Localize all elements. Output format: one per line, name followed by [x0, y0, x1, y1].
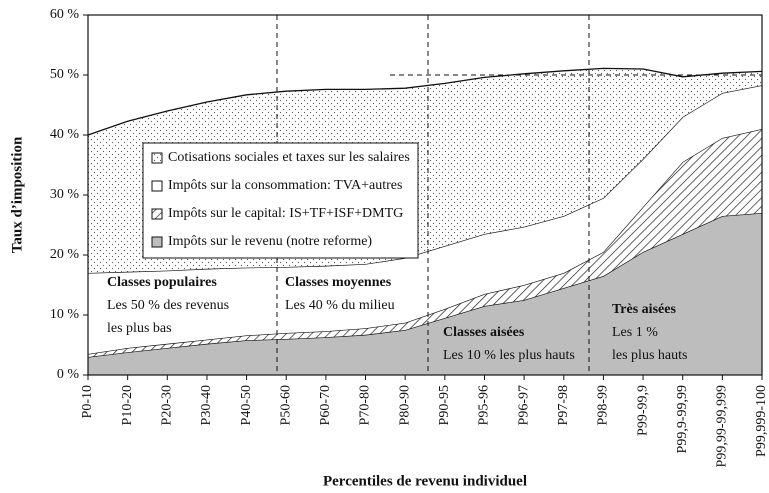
area [88, 85, 762, 354]
annotation-text: Les 1 % [612, 325, 658, 340]
annotation-text: les plus bas [107, 321, 172, 336]
y-tick-label: 10 % [50, 307, 80, 322]
x-tick-label: P20-30 [160, 385, 175, 425]
x-tick-label: P70-80 [358, 385, 373, 425]
annotation-title: Classes aisées [443, 325, 525, 340]
x-tick-label: P50-60 [278, 385, 293, 425]
x-axis-title: Percentiles de revenu individuel [323, 473, 527, 489]
x-tick-label: P30-40 [199, 385, 214, 425]
x-tick-label: P99-99,9 [635, 385, 650, 436]
legend-swatch [151, 208, 163, 220]
annotation-title: Classes populaires [107, 275, 217, 290]
x-tick-label: P95-96 [477, 385, 492, 425]
area [88, 129, 762, 357]
area [88, 213, 762, 375]
y-tick-label: 30 % [50, 187, 80, 202]
legend-label: Impôts sur la consommation: TVA+autres [168, 178, 402, 193]
y-tick-label: 0 % [57, 367, 80, 382]
x-tick-label: P0-10 [80, 385, 95, 418]
annotation-text: Les 40 % du milieu [285, 298, 395, 313]
area-edge [87, 67, 763, 136]
legend-box [142, 142, 419, 259]
legend-label: Impôts sur le capital: IS+TF+ISF+DMTG [168, 206, 403, 221]
legend-swatch [151, 236, 163, 248]
y-axis-title: Taux d’imposition [9, 136, 25, 253]
legend-label: Cotisations sociales et taxes sur les sa… [168, 150, 410, 165]
legend-swatch [151, 180, 163, 192]
x-tick-label: P80-90 [397, 385, 412, 425]
x-tick-label: P10-20 [120, 385, 135, 425]
annotation-text: Les 10 % les plus hauts [443, 348, 575, 363]
y-tick-label: 60 % [50, 7, 80, 22]
y-tick-label: 50 % [50, 67, 80, 82]
legend-label: Impôts sur le revenu (notre reforme) [168, 234, 372, 249]
y-tick-label: 20 % [50, 247, 80, 262]
legend-swatch [151, 152, 163, 164]
annotation-title: Très aisées [612, 302, 676, 317]
x-tick-label: P97-98 [556, 385, 571, 425]
x-tick-label: P90-95 [437, 385, 452, 425]
x-tick-label: P99,99-99,999 [715, 385, 730, 467]
y-tick-label: 40 % [50, 127, 80, 142]
annotation-text: Les 50 % des revenus [107, 298, 229, 313]
annotation-text: les plus hauts [612, 348, 687, 363]
x-tick-label: P96-97 [516, 385, 531, 425]
annotation-title: Classes moyennes [285, 275, 392, 290]
x-tick-label: P60-70 [318, 385, 333, 425]
x-tick-label: P98-99 [596, 385, 611, 425]
x-tick-label: P99,999-100 [754, 385, 769, 457]
x-tick-label: P40-50 [239, 385, 254, 425]
x-tick-label: P99,9-99,99 [675, 385, 690, 453]
